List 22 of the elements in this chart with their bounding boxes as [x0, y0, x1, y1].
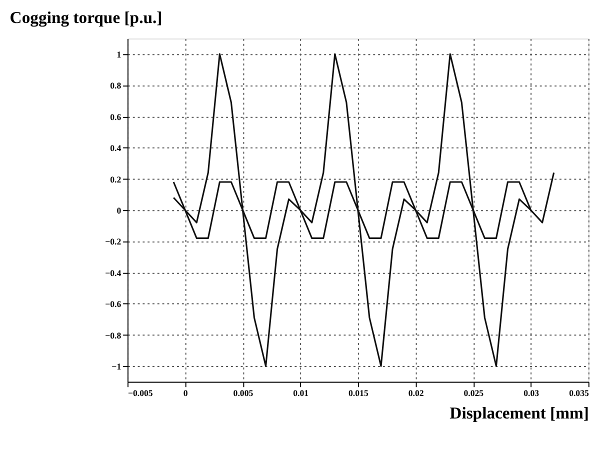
y-tick-label: −0.4: [105, 268, 122, 278]
x-tick-label: −0.005: [128, 388, 154, 398]
y-tick-label: −1: [112, 362, 122, 372]
y-tick-label: 0.4: [110, 143, 122, 154]
y-tick-label: −0.6: [105, 299, 122, 310]
x-tick-label: 0.005: [233, 388, 254, 398]
x-tick-label: 0.03: [524, 388, 540, 398]
y-tick-label: 0: [116, 206, 122, 216]
y-tick-label: 0.8: [110, 80, 122, 91]
x-tick-label: 0.025: [464, 388, 484, 398]
x-tick-label: 0.02: [408, 388, 424, 398]
y-tick-label: −0.8: [105, 330, 122, 340]
x-tick-label: 0.015: [348, 388, 369, 398]
y-tick-label: 1: [116, 50, 122, 60]
x-tick-label: 0: [183, 388, 188, 398]
x-tick-label: 0.035: [569, 388, 590, 398]
y-tick-label: −0.2: [105, 236, 122, 247]
chart-title: Cogging torque [p.u.]: [10, 8, 162, 27]
x-tick-label: 0.01: [293, 388, 309, 398]
y-tick-label: 0.6: [110, 112, 122, 122]
x-axis-title: Displacement [mm]: [450, 403, 589, 422]
y-tick-label: 0.2: [110, 174, 122, 184]
